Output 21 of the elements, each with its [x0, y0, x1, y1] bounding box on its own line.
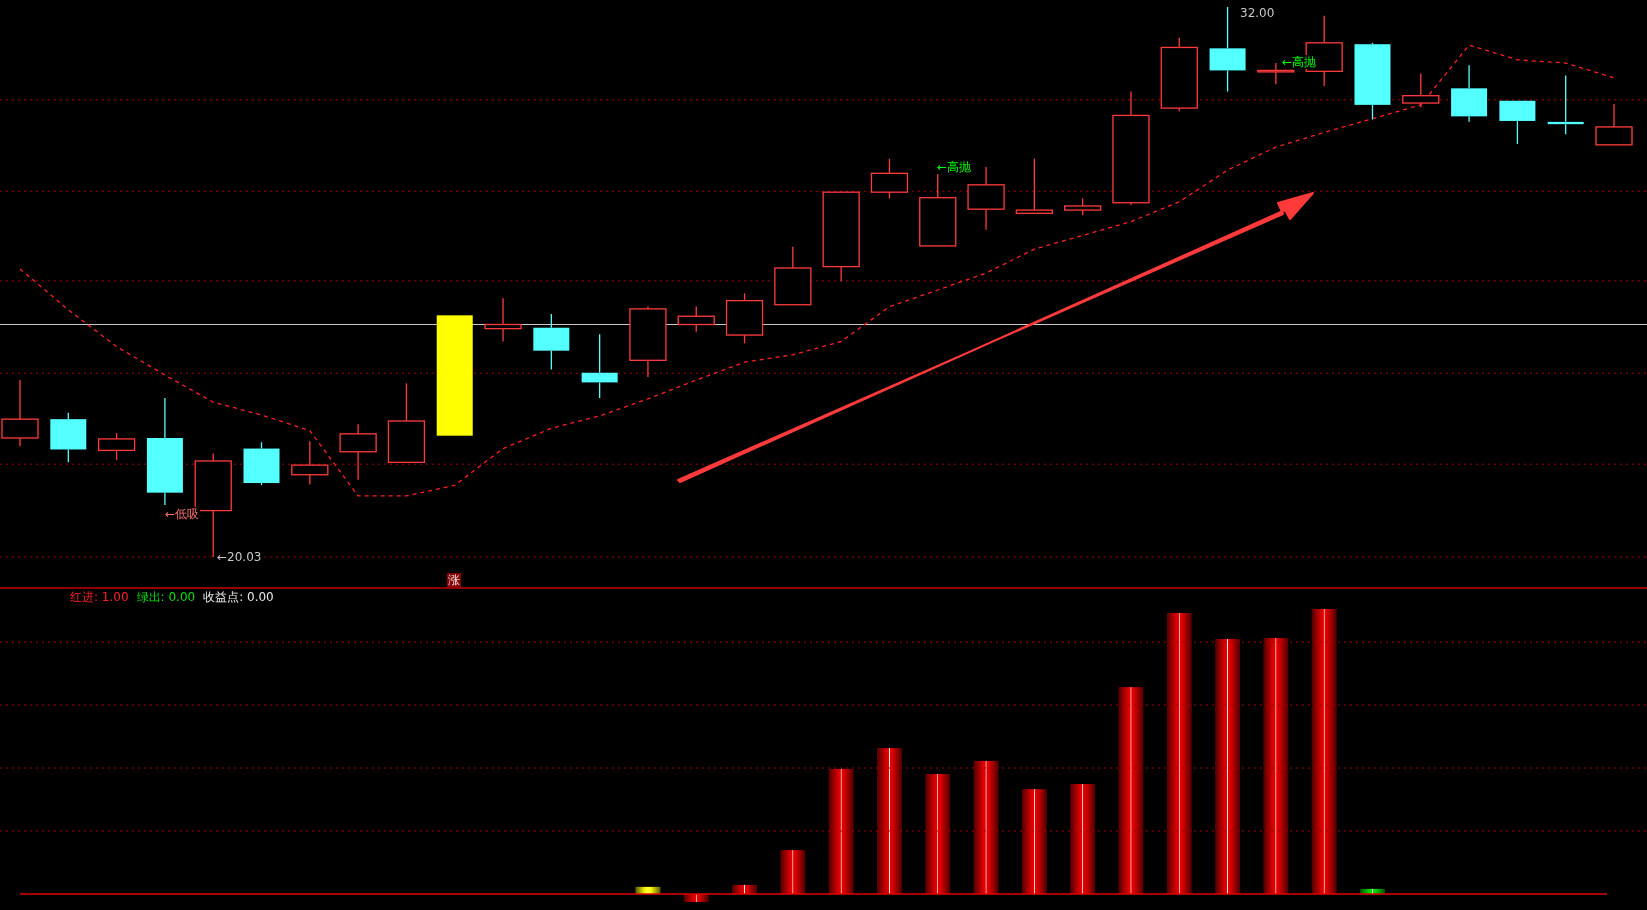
bar [828, 768, 854, 894]
bar [1215, 638, 1241, 894]
text: 收益点: 0.00 [203, 590, 274, 604]
text: 红进: 1.00 [70, 590, 129, 604]
bar [876, 748, 902, 894]
bar [780, 850, 806, 894]
text: 涨 [448, 573, 460, 587]
bar [1021, 789, 1047, 894]
bar [1118, 687, 1144, 894]
annotation: ←低吸 [165, 507, 200, 521]
annotation: ←20.03 [217, 550, 262, 564]
bar [1263, 638, 1289, 894]
bar [1311, 609, 1337, 894]
bar [973, 760, 999, 894]
bar [925, 774, 951, 894]
annotation: 32.00 [1240, 6, 1275, 20]
bar [1070, 783, 1096, 894]
annotation: ←高抛 [1282, 55, 1317, 69]
bar [1166, 612, 1192, 894]
text: 绿出: 0.00 [136, 590, 196, 604]
annotation: ←高抛 [937, 160, 972, 174]
